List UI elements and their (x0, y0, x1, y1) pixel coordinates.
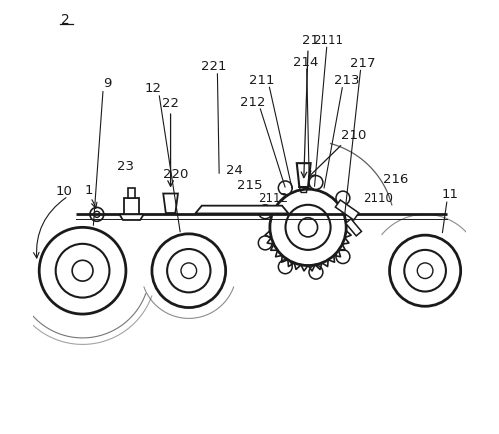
Circle shape (417, 263, 433, 279)
Text: 2110: 2110 (363, 192, 393, 205)
Text: 9: 9 (103, 77, 111, 90)
Circle shape (404, 250, 446, 292)
Text: 215: 215 (237, 179, 262, 192)
Text: 2: 2 (61, 13, 69, 27)
Polygon shape (119, 215, 144, 220)
Text: 216: 216 (383, 172, 408, 185)
Text: 12: 12 (145, 82, 162, 95)
Text: 1: 1 (85, 183, 93, 196)
Text: 2112: 2112 (258, 192, 288, 205)
Text: 214: 214 (293, 56, 318, 69)
Circle shape (285, 205, 330, 250)
Circle shape (152, 234, 226, 308)
Bar (128, 189, 135, 198)
Circle shape (270, 190, 346, 266)
Circle shape (336, 192, 350, 206)
Polygon shape (297, 164, 311, 187)
Circle shape (167, 250, 211, 293)
Text: 24: 24 (226, 164, 243, 177)
Circle shape (309, 176, 323, 190)
Circle shape (336, 250, 350, 264)
Circle shape (181, 263, 197, 279)
Text: 211: 211 (249, 74, 274, 87)
Polygon shape (195, 206, 288, 214)
Text: 22: 22 (162, 97, 179, 110)
Circle shape (94, 212, 100, 218)
Circle shape (39, 228, 126, 314)
Text: 217: 217 (350, 56, 376, 69)
Circle shape (72, 261, 93, 282)
Circle shape (390, 236, 461, 306)
Polygon shape (335, 201, 359, 220)
Text: 212: 212 (240, 95, 266, 108)
Polygon shape (163, 194, 178, 214)
Circle shape (278, 260, 292, 274)
Circle shape (298, 218, 317, 237)
Text: 10: 10 (55, 184, 72, 197)
Text: 220: 220 (163, 168, 189, 181)
Text: 213: 213 (334, 74, 359, 87)
Text: 210: 210 (340, 129, 366, 142)
Circle shape (258, 205, 272, 219)
Circle shape (309, 266, 323, 279)
Text: 11: 11 (441, 187, 458, 201)
Circle shape (90, 208, 104, 222)
Text: 23: 23 (117, 159, 134, 172)
Circle shape (258, 237, 272, 250)
Circle shape (278, 181, 292, 195)
Bar (124, 198, 139, 215)
Polygon shape (346, 219, 361, 237)
Circle shape (56, 244, 109, 298)
Text: 2111: 2111 (313, 34, 343, 47)
Text: 221: 221 (201, 60, 227, 73)
Text: 21: 21 (302, 34, 319, 47)
